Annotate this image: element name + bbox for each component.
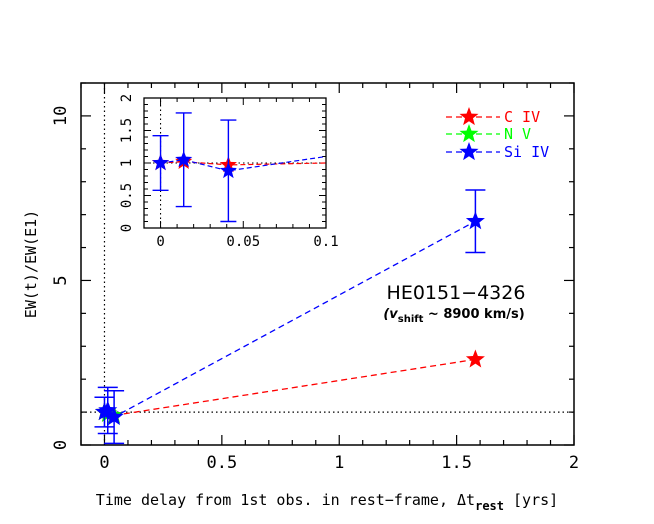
x-axis-title-tail: [yrs] [504,491,558,509]
legend-marker-si-iv [459,142,479,161]
annotation-velocity: (vshift ~ 8900 km/s) [383,307,524,325]
y-axis-title: EW(t)/EW(E1) [22,210,40,318]
axis-titles: Time delay from 1st obs. in rest−frame, … [22,210,558,513]
series-line-c-iv [104,358,476,417]
annotation-velocity-suffix: ~ 8900 km/s) [423,307,524,322]
series-si-iv [94,189,486,445]
main-x-tick-label: 0.5 [206,453,237,473]
inset-y-tick-label: 0.5 [119,183,135,208]
inset-x-tick-label: 0.05 [226,234,260,250]
legend-label-si-iv: Si IV [504,143,549,161]
inset-series-line-c-iv [160,161,327,166]
inset-x-tick-label: 0 [156,234,164,250]
x-axis-title: Time delay from 1st obs. in rest−frame, … [96,491,558,513]
annotation-velocity-sub: shift [398,314,424,325]
inset-data-point-si-iv [151,154,170,171]
main-x-tick-label: 2 [569,453,579,473]
main-x-tick-label: 1 [334,453,344,473]
inset-y-tick-label: 0 [119,224,135,232]
legend-marker-n-v [459,124,479,143]
main-y-tick-label: 0 [51,440,71,450]
annotation-velocity-prefix: (v [383,307,398,322]
inset-data-point-si-iv [219,161,237,179]
data-point-si-iv [104,407,124,426]
x-axis-title-main: Time delay from 1st obs. in rest−frame, … [96,491,475,509]
inset-y-tick-label: 1.5 [119,118,135,143]
main-y-tick-label: 5 [51,275,71,285]
inset-y-tick-label: 2 [119,94,135,102]
x-axis-title-sub: rest [475,499,504,513]
main-x-tick-label: 1.5 [441,453,472,473]
inset-data-point-si-iv [175,150,193,168]
data-point-si-iv [465,211,485,230]
legend-label-n-v: N V [504,125,531,143]
main-y-tick-label: 10 [51,106,71,126]
legend: C IVN VSi IV [446,107,549,161]
inset-series-si-iv [151,112,327,223]
inset-y-tick-label: 1 [119,159,135,167]
main-x-tick-label: 0 [99,453,109,473]
legend-marker-c-iv [459,107,479,126]
inset-series-line-si-iv [160,155,327,172]
inset-panel: 0 0.05 0.1 0 0.5 1 1.5 2 [119,94,339,250]
inset-x-tick-label: 0.1 [313,234,338,250]
legend-label-c-iv: C IV [504,108,540,126]
main-plot-frame [80,82,575,446]
annotation: HE0151−4326 (vshift ~ 8900 km/s) [383,282,525,325]
data-point-si-iv [98,400,118,419]
data-point-c-iv [465,349,485,368]
annotation-object-name: HE0151−4326 [387,282,526,304]
